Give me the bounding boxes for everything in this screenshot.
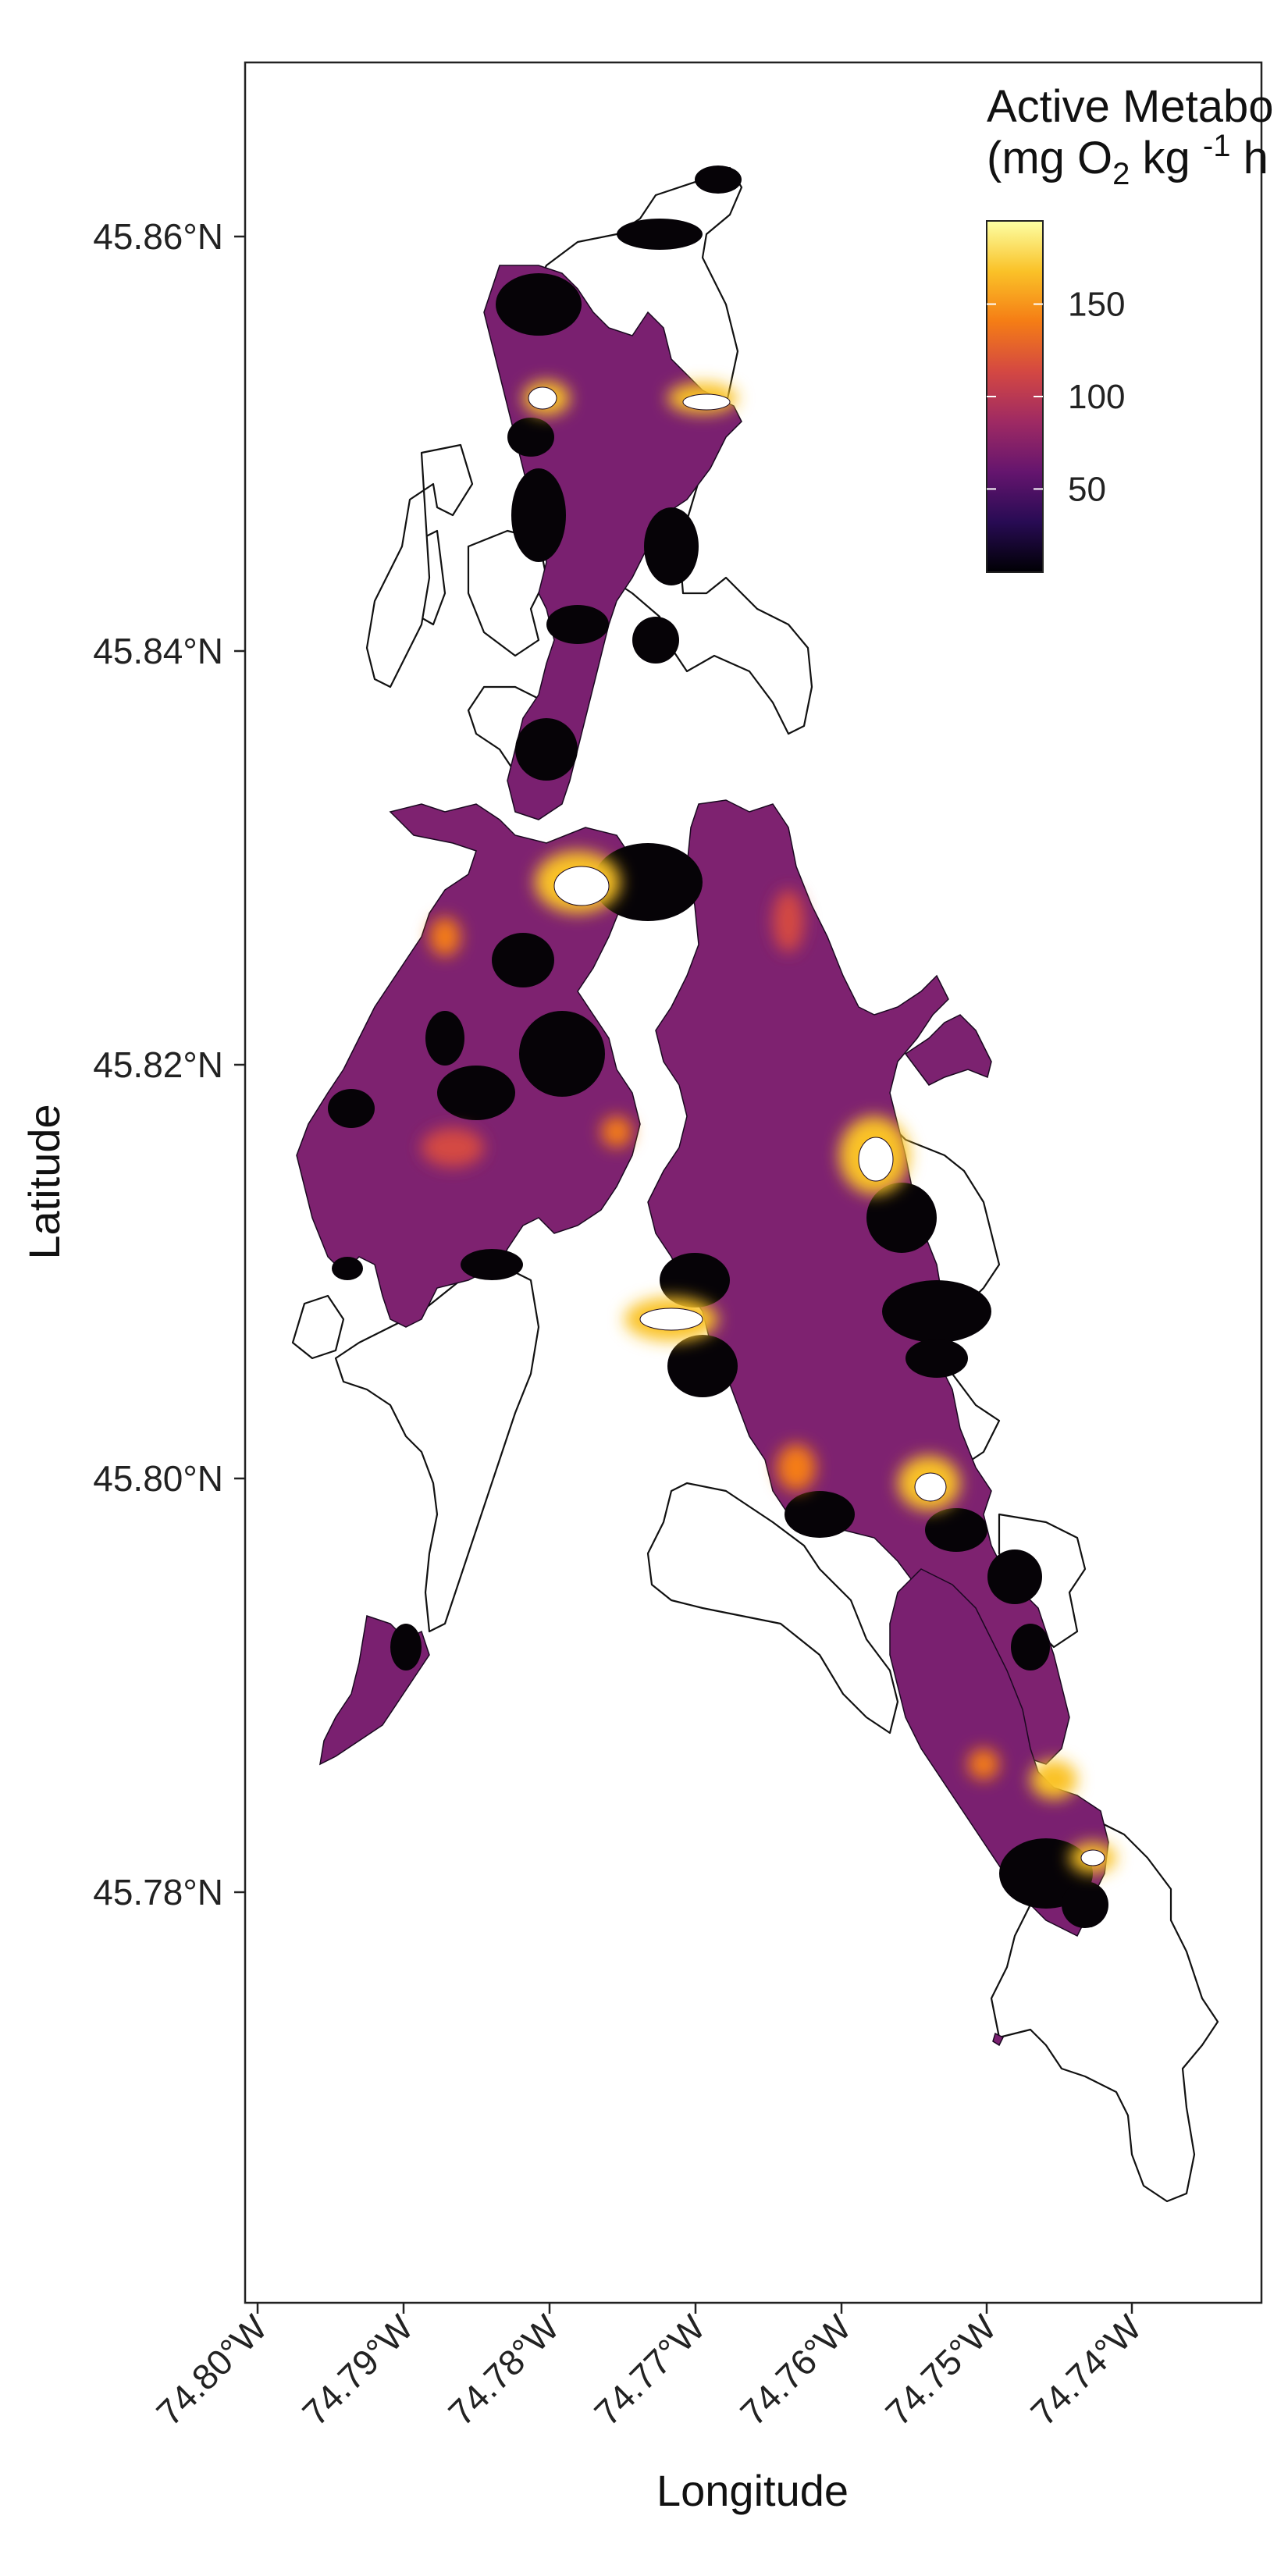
map-layer: [291, 165, 1219, 2203]
y-tick-labels: 45.86°N 45.84°N 45.82°N 45.80°N 45.78°N: [93, 216, 223, 1912]
lon-tick: 74.75°W: [877, 2307, 1004, 2433]
y-axis: [234, 235, 245, 1894]
low-metabolism-zones: [328, 165, 1108, 1928]
x-axis: [256, 2303, 1133, 2314]
lon-tick: 74.80°W: [148, 2307, 275, 2433]
lat-tick: 45.80°N: [93, 1458, 223, 1499]
east-arm: [904, 1014, 992, 1086]
lon-tick: 74.76°W: [732, 2307, 859, 2433]
x-tick-labels: 74.80°W 74.79°W 74.78°W 74.77°W 74.76°W …: [148, 2307, 1149, 2433]
lat-tick: 45.86°N: [93, 216, 223, 257]
high-metabolism-zones: [422, 381, 1116, 1873]
legend-ticks: [987, 303, 1043, 490]
lon-tick: 74.78°W: [440, 2307, 567, 2433]
y-axis-title: Latitude: [20, 1104, 69, 1259]
x-axis-title: Longitude: [656, 2466, 849, 2515]
lon-tick: 74.79°W: [294, 2307, 421, 2433]
legend-title-line2: (mg O2 kg -1 h: [987, 129, 1268, 191]
legend-tick-label: 100: [1068, 378, 1125, 416]
legend-title-line1: Active Metabo: [987, 81, 1274, 132]
lat-tick: 45.78°N: [93, 1872, 223, 1912]
lat-tick: 45.82°N: [93, 1044, 223, 1085]
legend: Active Metabo (mg O2 kg -1 h 150 100 50: [986, 81, 1274, 573]
south-tip: [992, 2032, 1005, 2047]
lon-tick: 74.74°W: [1023, 2307, 1149, 2433]
legend-tick-label: 150: [1068, 286, 1125, 324]
lon-tick: 74.77°W: [586, 2307, 713, 2433]
legend-tick-label: 50: [1068, 470, 1106, 508]
lat-tick: 45.84°N: [93, 631, 223, 671]
